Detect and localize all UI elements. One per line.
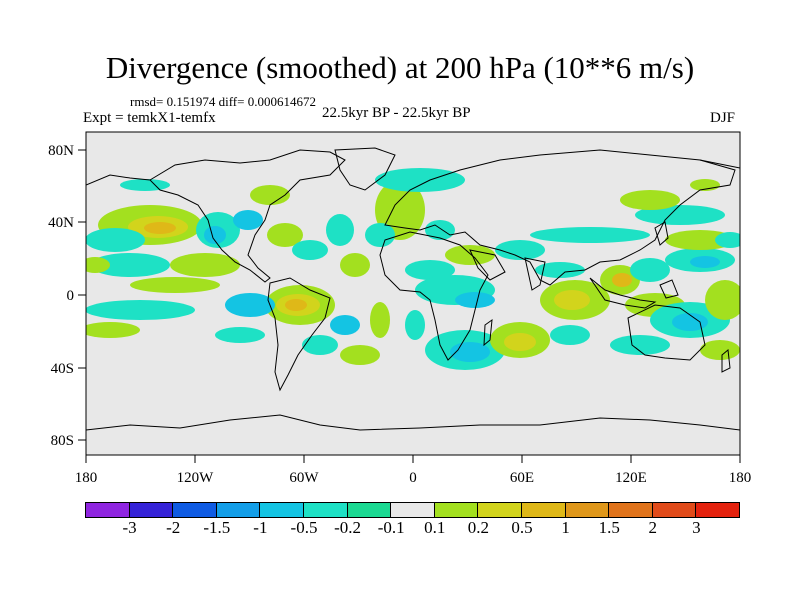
lat-label: 0 xyxy=(67,288,75,304)
experiment-label: Expt = temkX1-temfx xyxy=(83,110,216,126)
colorbar-swatch xyxy=(520,502,566,518)
lon-label: 60W xyxy=(289,470,319,486)
colorbar-swatch xyxy=(390,502,435,518)
colorbar-swatch xyxy=(695,502,740,518)
colorbar-label: 1.5 xyxy=(598,518,620,537)
colorbar-label: 1 xyxy=(561,518,570,537)
colorbar-swatch xyxy=(128,502,174,518)
colorbar-swatch xyxy=(564,502,610,518)
lat-label: 40S xyxy=(51,361,74,377)
plot-title: Divergence (smoothed) at 200 hPa (10**6 … xyxy=(105,50,695,85)
colorbar-label: -0.5 xyxy=(290,518,318,537)
colorbar-swatch xyxy=(608,502,653,518)
colorbar-label: -0.2 xyxy=(334,518,362,537)
lat-axis-labels: 80N 40N 0 40S 80S xyxy=(48,143,74,449)
colorbar-swatch xyxy=(651,502,697,518)
colorbar-label: -1 xyxy=(253,518,268,537)
colorbar-label: 0.1 xyxy=(424,518,446,537)
colorbar-label: 3 xyxy=(692,518,701,537)
colorbar-label: 0.2 xyxy=(467,518,490,537)
colorbar-swatch xyxy=(172,502,217,518)
lon-label: 120W xyxy=(177,470,215,486)
colorbar-swatch xyxy=(346,502,392,518)
lat-label: 80S xyxy=(51,433,74,449)
lon-axis-labels: 180 120W 60W 0 60E 120E 180 xyxy=(75,470,752,486)
colorbar-swatch xyxy=(477,502,522,518)
lon-label: 60E xyxy=(510,470,534,486)
season-label: DJF xyxy=(710,110,736,126)
colorbar-label: 2 xyxy=(648,518,658,537)
colorbar xyxy=(85,502,740,518)
stats-text: rmsd= 0.151974 diff= 0.000614672 xyxy=(130,94,316,109)
lat-label: 40N xyxy=(48,215,74,231)
lon-label: 180 xyxy=(75,470,98,486)
colorbar-swatch xyxy=(85,502,130,518)
colorbar-swatch xyxy=(259,502,304,518)
coastlines xyxy=(86,147,740,431)
colorbar-swatch xyxy=(215,502,261,518)
period-label: 22.5kyr BP - 22.5kyr BP xyxy=(322,105,471,121)
lat-label: 80N xyxy=(48,143,74,159)
colorbar-label: -1.5 xyxy=(203,518,231,537)
colorbar-label: -2 xyxy=(166,518,181,537)
axis-ticks xyxy=(78,149,741,463)
colorbar-label: -3 xyxy=(122,518,137,537)
colorbar-swatch xyxy=(302,502,348,518)
lon-label: 120E xyxy=(615,470,647,486)
colorbar-label: 0.5 xyxy=(511,518,533,537)
lon-label: 180 xyxy=(729,470,752,486)
colorbar-label: -0.1 xyxy=(377,518,405,537)
lon-label: 0 xyxy=(409,470,417,486)
colorbar-swatch xyxy=(433,502,479,518)
